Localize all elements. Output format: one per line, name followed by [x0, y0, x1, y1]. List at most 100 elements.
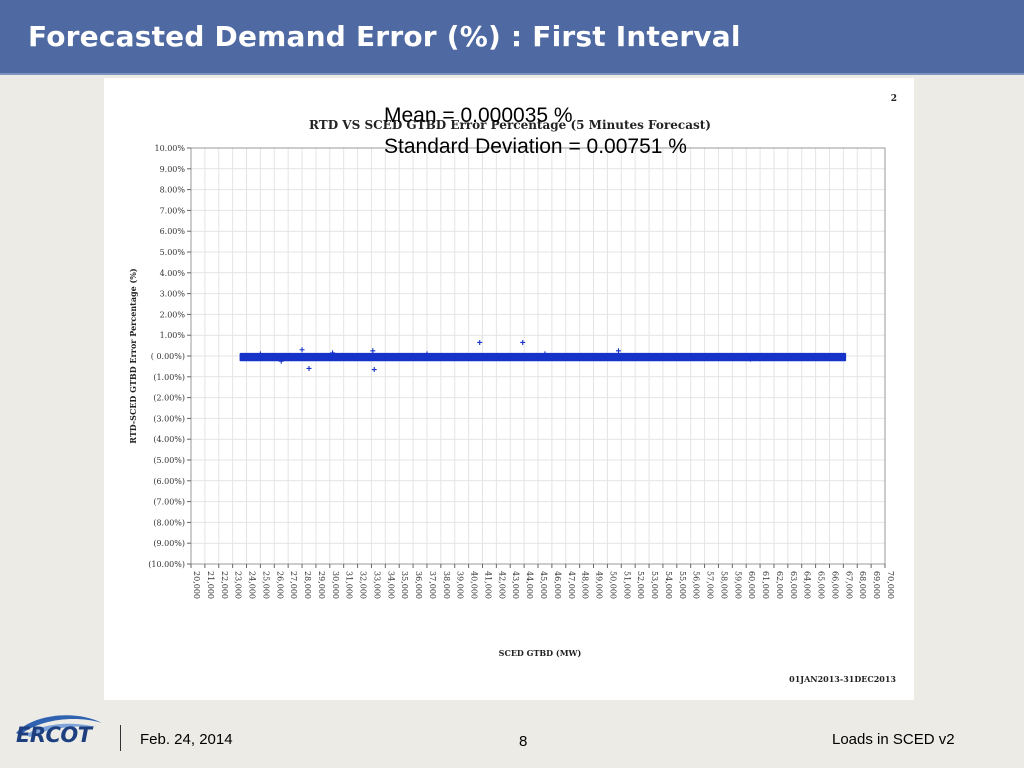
- left-band: [0, 75, 104, 703]
- y-tick-label: (7.00%): [153, 498, 185, 507]
- x-tick-label: 68,000: [858, 571, 867, 599]
- x-tick-label: 38,000: [442, 571, 451, 599]
- x-tick-label: 64,000: [803, 571, 812, 599]
- y-tick-label: (10.00%): [148, 560, 185, 569]
- page-number: 8: [519, 733, 528, 750]
- x-tick-label: 27,000: [289, 571, 298, 599]
- y-tick-label: 6.00%: [160, 227, 186, 236]
- scatter-chart: RTD VS SCED GTBD Error Percentage (5 Min…: [128, 94, 897, 684]
- data-point: [330, 350, 336, 356]
- x-tick-label: 26,000: [275, 571, 284, 599]
- footer: ERCOT Feb. 24, 2014 8 Loads in SCED v2: [0, 703, 1024, 768]
- date-range: 01JAN2013-31DEC2013: [789, 674, 896, 684]
- y-tick-label: (3.00%): [153, 414, 185, 423]
- x-tick-label: 41,000: [483, 571, 492, 599]
- x-tick-label: 36,000: [414, 571, 423, 599]
- data-point: [542, 351, 548, 357]
- x-tick-label: 24,000: [248, 571, 257, 599]
- y-tick-label: ( 0.00%): [151, 352, 185, 361]
- y-tick-label: (8.00%): [153, 518, 185, 527]
- y-tick-label: (1.00%): [153, 373, 185, 382]
- y-tick-label: 1.00%: [160, 331, 186, 340]
- x-tick-label: 67,000: [844, 571, 853, 599]
- x-tick-label: 50,000: [608, 571, 617, 599]
- x-tick-label: 66,000: [830, 571, 839, 599]
- stats-std: Standard Deviation = 0.00751 %: [384, 135, 687, 158]
- x-tick-label: 20,000: [192, 571, 201, 599]
- x-tick-label: 31,000: [345, 571, 354, 599]
- x-tick-label: 46,000: [553, 571, 562, 599]
- data-point: [520, 339, 526, 345]
- data-point: [370, 348, 376, 354]
- x-tick-label: 32,000: [359, 571, 368, 599]
- x-tick-label: 35,000: [400, 571, 409, 599]
- logo-text: ERCOT: [16, 723, 92, 747]
- y-tick-label: 9.00%: [160, 165, 186, 174]
- data-point: [477, 339, 483, 345]
- page-marker: 2: [891, 94, 897, 104]
- y-tick-label: (6.00%): [153, 477, 185, 486]
- x-tick-label: 52,000: [636, 571, 645, 599]
- x-tick-label: 65,000: [817, 571, 826, 599]
- x-tick-label: 34,000: [386, 571, 395, 599]
- point-band: [239, 352, 847, 362]
- x-tick-label: 23,000: [234, 571, 243, 599]
- chart-title: RTD VS SCED GTBD Error Percentage (5 Min…: [309, 118, 711, 132]
- chart-panel: RTD VS SCED GTBD Error Percentage (5 Min…: [104, 78, 914, 700]
- y-tick-label: (4.00%): [153, 435, 185, 444]
- x-tick-label: 47,000: [567, 571, 576, 599]
- x-tick-label: 70,000: [886, 571, 895, 599]
- x-tick-label: 60,000: [747, 571, 756, 599]
- data-point: [278, 358, 284, 364]
- x-tick-label: 57,000: [706, 571, 715, 599]
- x-tick-label: 58,000: [719, 571, 728, 599]
- data-point: [371, 367, 377, 373]
- data-point: [306, 365, 312, 371]
- y-tick-label: (9.00%): [153, 539, 185, 548]
- slide-title: Forecasted Demand Error (%) : First Inte…: [28, 20, 741, 53]
- x-tick-label: 29,000: [317, 571, 326, 599]
- data-point: [257, 351, 263, 357]
- x-axis: 20,000 21,000 22,000 23,000 24,000 25,000 26,0…: [190, 564, 895, 599]
- x-tick-label: 63,000: [789, 571, 798, 599]
- data-point: [616, 348, 622, 354]
- footer-presentation-title: Loads in SCED v2: [832, 731, 955, 748]
- x-axis-label: SCED GTBD (MW): [499, 648, 582, 658]
- y-tick-label: 7.00%: [160, 206, 186, 215]
- x-tick-label: 45,000: [539, 571, 548, 599]
- x-tick-label: 21,000: [206, 571, 215, 599]
- series-points: [239, 339, 847, 373]
- x-tick-label: 30,000: [331, 571, 340, 599]
- x-tick-label: 61,000: [761, 571, 770, 599]
- y-tick-label: 4.00%: [160, 269, 186, 278]
- ercot-logo: [16, 715, 102, 737]
- data-point: [299, 347, 305, 353]
- y-tick-label: 3.00%: [160, 290, 186, 299]
- x-tick-label: 56,000: [692, 571, 701, 599]
- footer-divider: [120, 725, 121, 751]
- x-tick-label: 51,000: [622, 571, 631, 599]
- x-tick-label: 49,000: [595, 571, 604, 599]
- x-tick-label: 62,000: [775, 571, 784, 599]
- right-band: [914, 75, 1024, 703]
- x-tick-label: 25,000: [261, 571, 270, 599]
- logo-swoosh-icon: [16, 715, 102, 735]
- y-tick-label: (2.00%): [153, 394, 185, 403]
- x-tick-label: 37,000: [428, 571, 437, 599]
- stats-mean: Mean = 0.000035 %: [384, 104, 573, 127]
- y-tick-label: (5.00%): [153, 456, 185, 465]
- x-tick-label: 40,000: [470, 571, 479, 599]
- data-point: [424, 351, 430, 357]
- x-tick-label: 59,000: [733, 571, 742, 599]
- stats-box: Mean = 0.000035 % Standard Deviation = 0…: [384, 100, 687, 162]
- title-rule: [0, 73, 1024, 75]
- y-axis-label: RTD-SCED GTBD Error Percentage (%): [128, 268, 138, 444]
- x-tick-label: 54,000: [664, 571, 673, 599]
- title-bar: Forecasted Demand Error (%) : First Inte…: [0, 0, 1024, 75]
- y-tick-label: 8.00%: [160, 186, 186, 195]
- x-tick-label: 69,000: [872, 571, 881, 599]
- x-tick-label: 43,000: [511, 571, 520, 599]
- y-tick-label: 5.00%: [160, 248, 186, 257]
- y-tick-label: 2.00%: [160, 310, 186, 319]
- x-tick-label: 44,000: [525, 571, 534, 599]
